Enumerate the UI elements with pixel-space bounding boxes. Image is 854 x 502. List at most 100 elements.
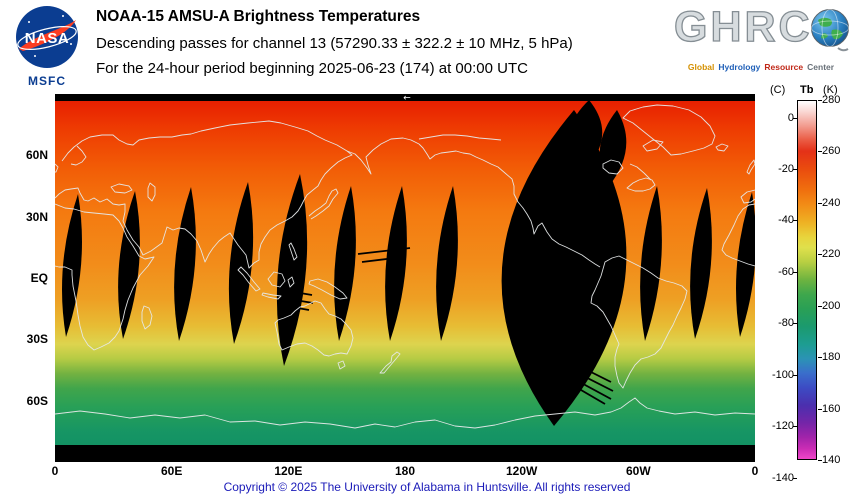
nasa-logo: NASA MSFC: [12, 4, 82, 88]
coastline-path: [288, 242, 298, 261]
orbit-gap-swath: [690, 188, 712, 339]
colorbar-kelvin-label: 280: [822, 94, 841, 106]
orbit-gap-streak: [543, 355, 614, 392]
coastline-path: [110, 183, 133, 194]
orbit-gap-streak: [282, 297, 314, 304]
coastline-path: [237, 266, 261, 292]
subtitle-channel: Descending passes for channel 13 (57290.…: [96, 35, 573, 52]
colorbar-tick: [818, 100, 822, 101]
coastline-path: [337, 360, 346, 370]
coastline-path: [715, 143, 729, 152]
subtitle-period: For the 24-hour period beginning 2025-06…: [96, 60, 528, 77]
colorbar-celsius-label: -140: [771, 471, 794, 484]
coastline-path: [622, 104, 716, 156]
colorbar-celsius-label: -20: [778, 163, 794, 176]
colorbar-tick: [818, 460, 822, 461]
orbit-gap-streaks: [281, 247, 614, 405]
coastline-path: [721, 203, 756, 267]
colorbar-tick: [793, 374, 797, 376]
polar-gap-north: [55, 94, 755, 101]
map-panel: ←: [54, 94, 756, 462]
colorbar-tick: [793, 220, 797, 222]
coastline-path: [308, 278, 348, 300]
x-axis-label: 120E: [274, 464, 303, 478]
coastline-path: [147, 182, 156, 202]
colorbar-tick: [793, 323, 797, 325]
coastline-path: [590, 255, 688, 389]
coastline-overlay: [54, 104, 756, 429]
colorbar-unit-celsius: (C): [770, 84, 786, 96]
orbit-gap-swath: [436, 186, 458, 341]
coastline-path: [303, 150, 353, 201]
colorbar-celsius-label: -80: [778, 317, 794, 330]
orbit-gap-streak: [281, 289, 313, 296]
orbit-gap-swath: [736, 192, 756, 337]
orbit-gap-swath: [118, 191, 140, 339]
ghrc-wordmark: GHRC: [673, 3, 813, 51]
x-axis-label: 0: [751, 464, 759, 478]
orbit-gap-swath: [62, 194, 82, 337]
nasa-wordmark: NASA: [25, 30, 70, 47]
ghrc-tagline-word: Hydrology: [718, 62, 761, 72]
coastline-path: [308, 188, 339, 220]
coastline-path: [418, 143, 601, 268]
coastline-path: [379, 351, 401, 374]
colorbar-kelvin-label: 160: [822, 402, 841, 415]
colorbar-celsius-label: -120: [771, 420, 794, 433]
ghrc-tagline-word: Resource: [764, 62, 804, 72]
colorbar-celsius-label: -100: [771, 368, 794, 381]
coastline-path: [629, 163, 652, 181]
page-title: NOAA-15 AMSU-A Brightness Temperatures: [96, 8, 421, 25]
map-plot: ←: [54, 94, 756, 462]
colorbar-tick: [793, 271, 797, 273]
colorbar-gradient: [797, 100, 817, 460]
colorbar-celsius-label: -40: [778, 214, 794, 227]
coastline-path: [70, 145, 87, 166]
ghrc-tagline-word: Center: [807, 62, 835, 72]
temperature-field: [55, 94, 755, 462]
colorbar-kelvin-label: 260: [822, 145, 841, 158]
ghrc-tagline: Global Hydrology Resource Center: [672, 62, 850, 72]
colorbar-tick: [818, 254, 822, 256]
y-axis-label: EQ: [30, 271, 48, 285]
y-axis-label: 60N: [25, 148, 48, 163]
msfc-label: MSFC: [28, 74, 66, 88]
coastline-path: [61, 120, 420, 175]
x-axis-label: 180: [394, 464, 416, 478]
colorbar-kelvin-label: 200: [822, 299, 841, 312]
orbit-gap-streak: [556, 375, 606, 405]
globe-icon: [810, 8, 850, 59]
scan-direction-arrow: ←: [403, 94, 411, 104]
colorbar-celsius-label: 0: [787, 111, 794, 124]
orbit-gap-streak: [357, 247, 411, 255]
coastline-path: [54, 163, 59, 173]
orbit-gap-streak: [361, 256, 404, 263]
x-axis-label: 0: [51, 464, 59, 478]
colorbar-tick: [793, 117, 797, 119]
ghrc-logo: GHRC Global Hydrology Resource Center: [672, 4, 850, 88]
colorbar-tick: [793, 477, 797, 479]
coastline-path: [274, 300, 354, 357]
colorbar-celsius-label: -60: [778, 265, 794, 278]
x-axis-label: 120W: [505, 464, 538, 478]
coastline-path: [287, 276, 295, 288]
orbit-gap-streak: [285, 305, 310, 311]
orbit-gap-swath: [385, 186, 407, 341]
colorbar-kelvin-label: 220: [822, 248, 841, 261]
orbit-gap-swath: [174, 187, 196, 341]
coastline-path: [418, 134, 502, 141]
orbit-gap-swath: [640, 186, 662, 341]
coastline-path: [141, 305, 153, 330]
colorbar-tick: [818, 202, 822, 204]
coastline-path: [54, 203, 155, 351]
coastline-path: [626, 177, 656, 192]
x-axis-label: 60W: [625, 464, 651, 478]
coastline-path: [54, 187, 305, 269]
orbit-gap-swath: [501, 110, 627, 426]
colorbar: (C) Tb (K) 280 260 240 220 200 180 160 140 0 -20 -…: [770, 84, 854, 496]
colorbar-tick: [818, 408, 822, 410]
nasa-insignia-icon: NASA: [16, 6, 78, 68]
colorbar-tick: [818, 357, 822, 359]
orbit-gap-swath: [334, 186, 356, 341]
